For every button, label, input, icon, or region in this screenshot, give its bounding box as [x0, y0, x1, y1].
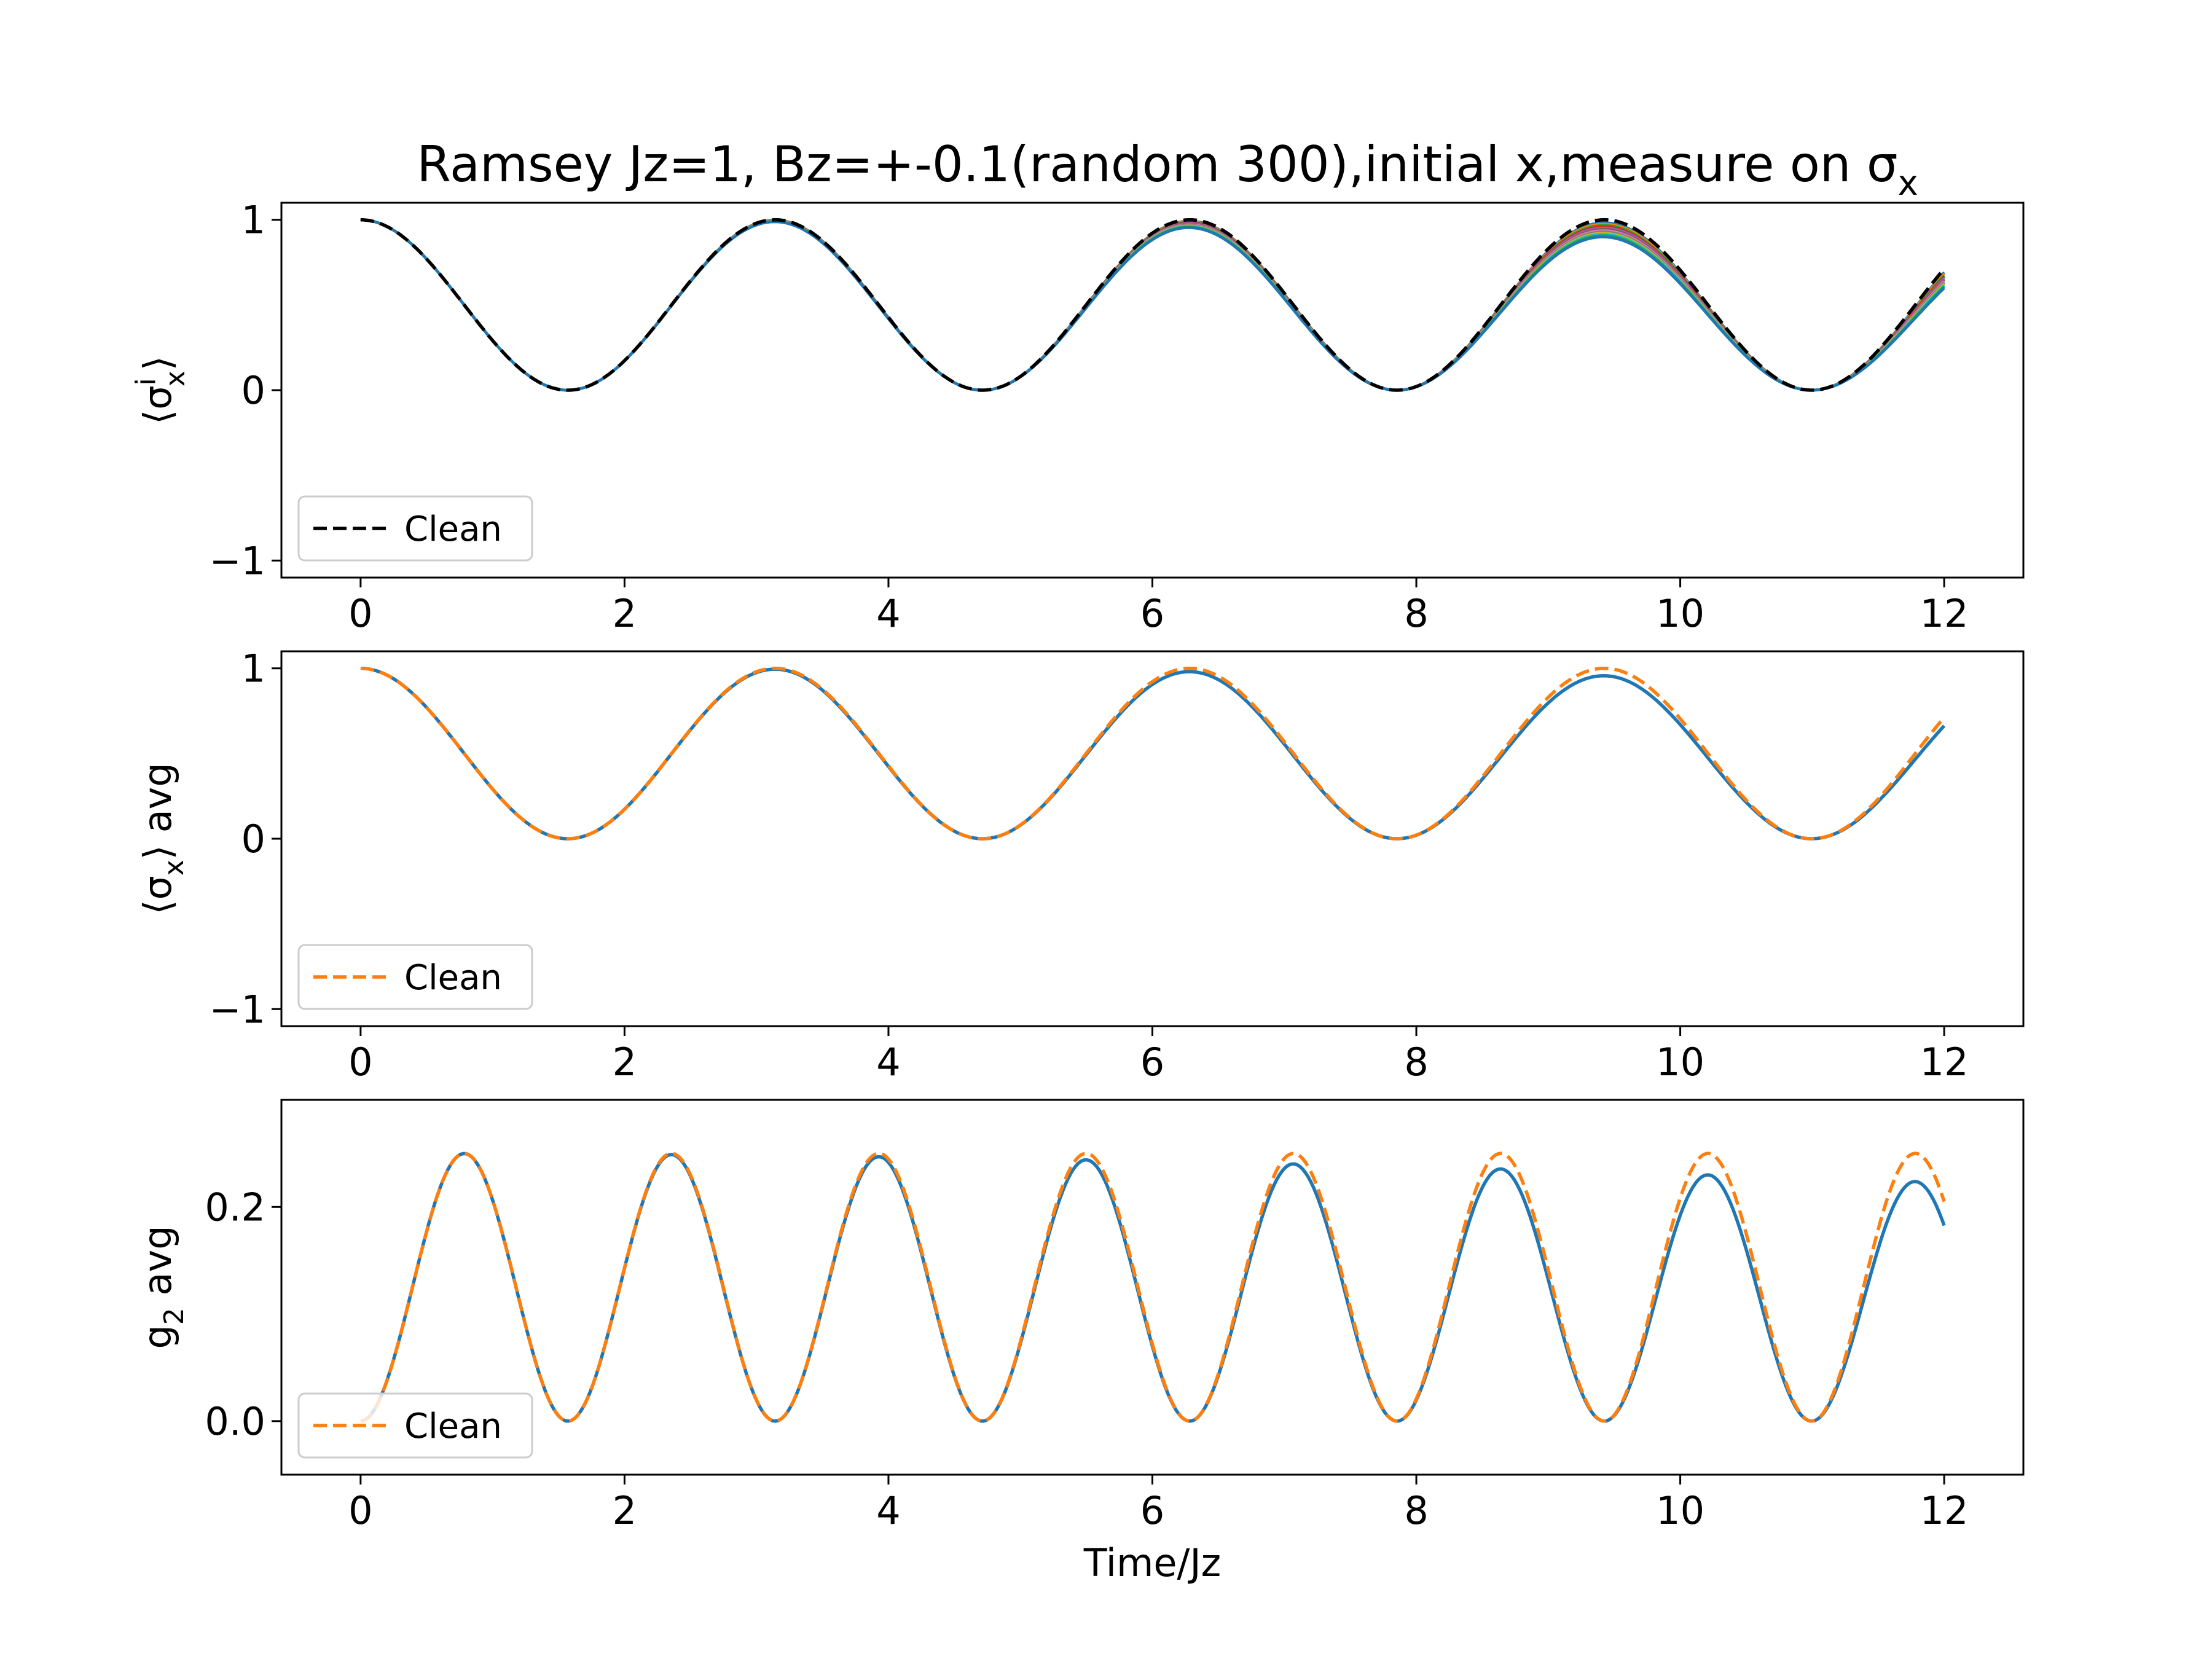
legend-label: Clean [404, 958, 502, 998]
axes-frame [280, 202, 2025, 579]
legend-box [297, 1392, 533, 1459]
x-tick-label: 8 [1404, 1040, 1428, 1084]
panel-middle: 0 2 4 6 8 10 12 −1 0 1 ⟨σx⟩ avg Clean [135, 646, 2025, 1084]
x-tick-label: 6 [1140, 591, 1164, 636]
y-tick-label: 1 [241, 646, 265, 691]
y-tick-label: 0 [241, 368, 265, 413]
y-axis-label: ⟨σx⟩ avg [135, 763, 190, 914]
clean-line [360, 218, 1946, 392]
legend: Clean [297, 495, 533, 562]
x-tick-label: 8 [1404, 591, 1428, 636]
y-tick-label: 0.0 [205, 1399, 265, 1444]
x-tick-label: 6 [1140, 1488, 1164, 1533]
x-tick-label: 0 [348, 1488, 372, 1533]
y-tick-label: −1 [210, 538, 265, 583]
x-tick-label: 2 [613, 591, 637, 636]
x-tick-label: 12 [1920, 1488, 1969, 1533]
legend-box [297, 495, 533, 562]
legend-label: Clean [404, 1406, 502, 1446]
y-tick-label: 0.2 [205, 1185, 265, 1230]
x-tick-label: 10 [1656, 591, 1704, 636]
legend: Clean [297, 944, 533, 1010]
x-tick-label: 2 [613, 1488, 637, 1533]
x-tick-label: 0 [348, 1040, 372, 1084]
axes-frame [280, 650, 2025, 1027]
panel-top: 0 2 4 6 8 10 12 −1 0 1 ⟨σix⟩ Clean [130, 198, 2025, 636]
x-tick-label: 12 [1920, 1040, 1969, 1084]
clean-line [360, 666, 1946, 841]
y-axis-label: ⟨σix⟩ [130, 356, 191, 425]
x-axis-label: Time/Jz [1083, 1540, 1221, 1585]
legend: Clean [297, 1392, 533, 1459]
y-axis-label: g2 avg [135, 1225, 190, 1349]
x-tick-label: 4 [876, 591, 900, 636]
clean-line [360, 1151, 1946, 1423]
x-tick-label: 10 [1656, 1488, 1704, 1533]
series-group [360, 666, 1946, 841]
panel-bottom: 0 2 4 6 8 10 12 0.0 0.2 g2 avg Time/Jz Clean [135, 1099, 2025, 1585]
x-tick-label: 12 [1920, 591, 1969, 636]
y-tick-label: 0 [241, 817, 265, 861]
x-tick-label: 2 [613, 1040, 637, 1084]
series-group [360, 218, 1946, 392]
legend-box [297, 944, 533, 1010]
y-tick-label: 1 [241, 198, 265, 243]
x-tick-label: 4 [876, 1040, 900, 1084]
x-tick-label: 8 [1404, 1488, 1428, 1533]
y-tick-label: −1 [210, 987, 265, 1032]
series-group [360, 1151, 1946, 1423]
x-tick-label: 6 [1140, 1040, 1164, 1084]
figure-title: Ramsey Jz=1, Bz=+-0.1(random 300),initia… [417, 136, 1918, 203]
axes-frame [280, 1099, 2025, 1476]
average-line [360, 1151, 1946, 1423]
legend-label: Clean [404, 509, 502, 549]
x-tick-label: 4 [876, 1488, 900, 1533]
x-tick-label: 0 [348, 591, 372, 636]
x-tick-label: 10 [1656, 1040, 1704, 1084]
